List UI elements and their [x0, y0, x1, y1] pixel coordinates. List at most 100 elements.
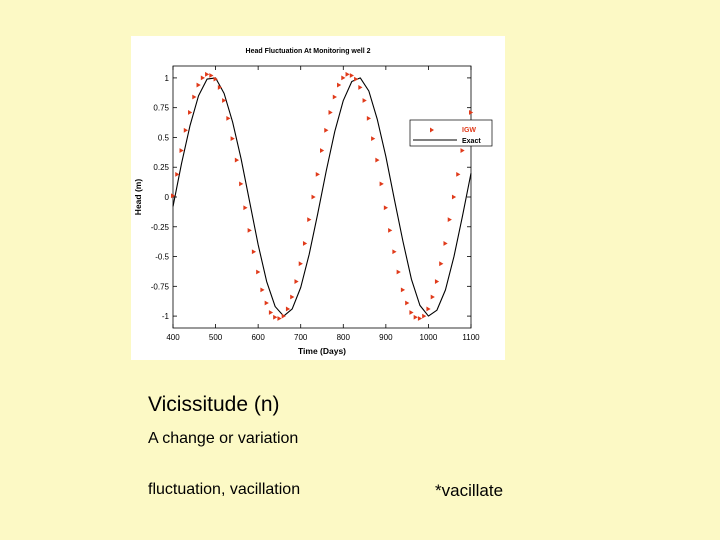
x-axis-label: Time (Days) — [298, 346, 346, 356]
y-tick-label: 0 — [165, 193, 170, 202]
igw-data-point — [247, 227, 252, 233]
igw-data-point — [192, 94, 197, 100]
igw-data-point — [456, 171, 461, 177]
chart-title: Head Fluctuation At Monitoring well 2 — [246, 48, 371, 55]
igw-data-point — [366, 116, 372, 121]
igw-data-point — [239, 181, 244, 187]
igw-data-point — [315, 171, 320, 177]
igw-data-point — [200, 75, 205, 81]
igw-data-point — [302, 241, 308, 246]
igw-data-point — [447, 217, 452, 223]
x-tick-label: 1000 — [420, 333, 438, 342]
igw-data-point — [243, 205, 248, 211]
igw-data-point — [426, 306, 431, 312]
igw-data-point — [196, 82, 201, 88]
igw-data-point — [341, 75, 346, 81]
head-fluctuation-chart: Head Fluctuation At Monitoring well 2 10… — [133, 48, 493, 356]
igw-data-point — [469, 110, 474, 115]
synonyms-text: fluctuation, vacillation — [148, 481, 301, 498]
igw-data-point — [422, 313, 427, 319]
igw-data-point — [443, 241, 448, 246]
igw-data-point — [268, 310, 274, 315]
igw-data-point — [222, 98, 227, 103]
igw-data-point — [371, 136, 376, 142]
y-tick-label: -0.25 — [151, 223, 170, 232]
igw-data-point — [413, 314, 418, 320]
igw-data-point — [260, 287, 265, 293]
igw-data-point — [175, 171, 180, 177]
igw-data-point — [171, 193, 176, 199]
igw-data-point — [388, 227, 393, 233]
igw-data-point — [354, 76, 359, 82]
related-word-text: *vacillate — [435, 481, 504, 500]
legend-label-exact: Exact — [462, 138, 481, 145]
igw-data-point — [460, 148, 465, 153]
y-tick-label: 0.75 — [153, 104, 169, 113]
y-axis-label: Head (m) — [133, 179, 143, 216]
igw-data-point — [234, 157, 240, 163]
igw-data-point — [213, 76, 218, 82]
igw-data-point — [405, 300, 410, 306]
x-tick-label: 700 — [294, 333, 308, 342]
y-tick-label: -0.75 — [151, 282, 170, 291]
legend-marker-igw — [430, 127, 434, 133]
igw-data-point — [409, 310, 414, 315]
igw-data-point — [320, 148, 325, 153]
x-tick-label: 500 — [209, 333, 223, 342]
plot-frame — [172, 65, 472, 329]
y-tick-label: 0.25 — [153, 163, 169, 172]
x-tick-label: 900 — [379, 333, 393, 342]
igw-data-point — [273, 314, 278, 320]
y-axis-ticks: 1 0.75 0.5 0.25 0 -0.25 -0.5 -0.75 -1 — [151, 74, 471, 321]
igw-data-point — [375, 157, 380, 163]
exact-series-line — [172, 77, 472, 317]
igw-data-point — [256, 269, 261, 275]
igw-data-point — [281, 313, 286, 319]
igw-data-point — [179, 148, 184, 153]
igw-data-point — [328, 110, 333, 115]
igw-data-point — [188, 110, 193, 115]
igw-data-point — [307, 217, 312, 223]
igw-data-point — [349, 73, 354, 78]
igw-data-point — [290, 294, 295, 300]
x-tick-label: 800 — [337, 333, 351, 342]
igw-data-point — [358, 85, 363, 90]
igw-data-point — [298, 261, 303, 267]
term-heading: Vicissitude (n) — [148, 393, 280, 416]
x-tick-label: 400 — [166, 333, 180, 342]
igw-data-point — [332, 94, 337, 100]
igw-data-point — [337, 82, 342, 88]
igw-data-point — [183, 127, 188, 133]
igw-data-point — [264, 300, 269, 306]
y-tick-label: 1 — [165, 74, 170, 83]
igw-data-point — [417, 316, 423, 321]
igw-data-point — [400, 287, 406, 293]
x-tick-label: 1100 — [462, 333, 480, 342]
igw-data-point — [294, 279, 299, 284]
igw-data-point — [392, 249, 397, 255]
igw-data-point — [383, 205, 389, 211]
x-tick-label: 600 — [251, 333, 265, 342]
igw-data-point — [251, 249, 257, 255]
legend-box — [409, 119, 493, 147]
igw-data-point — [396, 269, 401, 275]
igw-data-point — [430, 294, 435, 300]
igw-data-point — [285, 306, 291, 312]
series-group — [171, 71, 474, 321]
legend: IGW Exact — [409, 119, 493, 147]
igw-data-point — [230, 136, 235, 142]
igw-data-point — [209, 73, 214, 78]
igw-data-point — [434, 279, 440, 284]
igw-data-point — [345, 71, 350, 77]
igw-data-point — [451, 194, 457, 200]
igw-data-point — [277, 316, 282, 321]
y-tick-label: 0.5 — [158, 133, 170, 142]
definition-text: A change or variation — [148, 430, 299, 447]
y-tick-label: -1 — [162, 312, 170, 321]
legend-label-igw: IGW — [462, 127, 476, 134]
igw-data-point — [226, 116, 231, 121]
igw-data-point — [379, 181, 384, 187]
igw-data-point — [439, 261, 444, 267]
igw-data-point — [217, 85, 223, 90]
